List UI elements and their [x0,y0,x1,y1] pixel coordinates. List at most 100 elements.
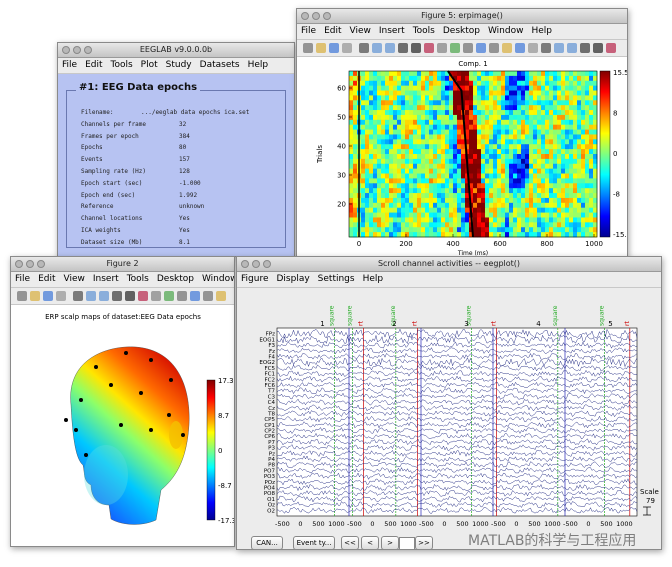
menu-item[interactable]: Figure [241,274,269,284]
tool-icon[interactable] [372,43,382,53]
button[interactable]: Event ty... [293,536,335,549]
heatmap-cell [533,154,538,160]
menu-item[interactable]: Plot [140,60,158,70]
window-button[interactable] [263,260,271,268]
menu-item[interactable]: Window [201,274,235,284]
heatmap-cell [365,163,370,170]
tool-icon[interactable] [398,43,408,53]
tool-icon[interactable] [99,291,109,301]
tool-icon[interactable] [30,291,40,301]
tool-icon[interactable] [437,43,447,53]
button[interactable]: >> [415,536,433,549]
tool-icon[interactable] [190,291,200,301]
heatmap-cell [509,212,514,218]
window-button[interactable] [62,46,70,54]
tool-icon[interactable] [203,291,213,301]
menu-item[interactable]: Tools [110,60,133,70]
tool-icon[interactable] [73,291,83,301]
tool-icon[interactable] [342,43,352,53]
menu-item[interactable]: Tools [126,274,149,284]
menu-item[interactable]: Insert [378,26,405,36]
tool-icon[interactable] [125,291,135,301]
window-button[interactable] [323,12,331,20]
menu-item[interactable]: File [62,60,78,70]
menu-item[interactable]: Settings [317,274,355,284]
button[interactable]: CAN... [251,536,283,549]
tool-icon[interactable] [450,43,460,53]
tool-icon[interactable] [303,43,313,53]
tool-icon[interactable] [177,291,187,301]
menu-item[interactable]: Tools [412,26,435,36]
tool-icon[interactable] [528,43,538,53]
menu-item[interactable]: Datasets [199,60,240,70]
tool-icon[interactable] [567,43,577,53]
tool-icon[interactable] [329,43,339,53]
tool-icon[interactable] [489,43,499,53]
tool-icon[interactable] [56,291,66,301]
menu-item[interactable]: Help [247,60,269,70]
button[interactable]: > [381,536,399,549]
tool-icon[interactable] [151,291,161,301]
heatmap-cell [449,85,454,91]
tool-icon[interactable] [515,43,525,53]
menu-item[interactable]: Display [276,274,310,284]
window-button[interactable] [26,260,34,268]
heatmap-cell [349,168,354,174]
menu-item[interactable]: Help [362,274,384,284]
tool-icon[interactable] [593,43,603,53]
tool-icon[interactable] [17,291,27,301]
menu-item[interactable]: View [349,26,371,36]
heatmap-cell [401,207,406,213]
tool-icon[interactable] [580,43,590,53]
heatmap-cell [529,212,534,218]
tool-icon[interactable] [138,291,148,301]
menu-item[interactable]: Edit [85,60,103,70]
tool-icon[interactable] [541,43,551,53]
window-button[interactable] [37,260,45,268]
window-button[interactable] [84,46,92,54]
window-button[interactable] [241,260,249,268]
heatmap-cell [441,183,446,189]
menu-item[interactable]: File [15,274,31,284]
button[interactable]: < [361,536,379,549]
heatmap-cell [349,202,354,209]
tool-icon[interactable] [216,291,226,301]
tool-icon[interactable] [385,43,395,53]
menu-item[interactable]: Insert [92,274,119,284]
window-button[interactable] [252,260,260,268]
tool-icon[interactable] [86,291,96,301]
tool-icon[interactable] [359,43,369,53]
heatmap-cell [441,129,446,135]
menu-item[interactable]: File [301,26,317,36]
tool-icon[interactable] [112,291,122,301]
tool-icon[interactable] [43,291,53,301]
menu-item[interactable]: View [63,274,85,284]
tool-icon[interactable] [164,291,174,301]
window-button[interactable] [301,12,309,20]
window-button[interactable] [73,46,81,54]
tool-icon[interactable] [476,43,486,53]
scroll-box[interactable] [399,537,415,549]
tool-icon[interactable] [554,43,564,53]
tool-icon[interactable] [463,43,473,53]
tool-icon[interactable] [606,43,616,53]
channel-label: FC1 [264,372,275,378]
heatmap-cell [409,202,414,209]
heatmap-cell [553,80,558,87]
tool-icon[interactable] [316,43,326,53]
menu-item[interactable]: Edit [38,274,56,284]
tool-icon[interactable] [502,43,512,53]
menu-item[interactable]: Desktop [442,26,480,36]
menu-item[interactable]: Edit [324,26,342,36]
tool-icon[interactable] [411,43,421,53]
menu-item[interactable]: Window [487,26,524,36]
menu-item[interactable]: Desktop [156,274,194,284]
heatmap-cell [445,114,450,121]
menu-item[interactable]: Help [531,26,553,36]
tool-icon[interactable] [424,43,434,53]
heatmap-cell [473,173,478,179]
window-button[interactable] [312,12,320,20]
button[interactable]: << [341,536,359,549]
menu-item[interactable]: Study [165,60,192,70]
window-button[interactable] [15,260,23,268]
